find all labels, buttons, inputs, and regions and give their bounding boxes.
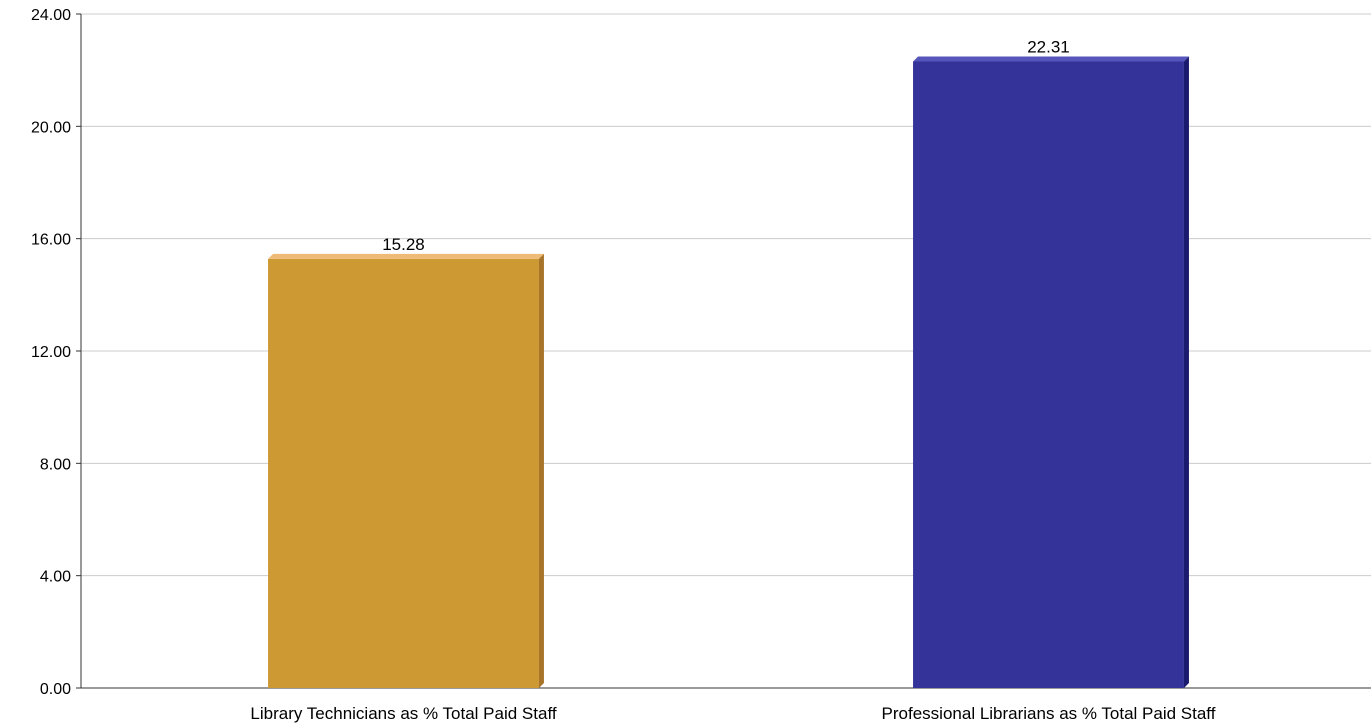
bar-top-face: [913, 56, 1189, 62]
data-label: 22.31: [1027, 37, 1070, 56]
y-tick-label: 24.00: [31, 7, 71, 24]
y-tick-label: 12.00: [31, 344, 71, 361]
category-labels: Library Technicians as % Total Paid Staf…: [250, 704, 1215, 723]
bars: [268, 56, 1189, 689]
bar-top-face: [268, 253, 544, 259]
y-tick-label: 4.00: [40, 569, 71, 586]
y-tick-label: 0.00: [40, 681, 71, 698]
bar: [913, 61, 1184, 689]
data-labels: 15.28 22.31: [382, 37, 1070, 253]
data-label: 15.28: [382, 235, 425, 254]
y-tick-label: 8.00: [40, 456, 71, 473]
bar-side-face: [1183, 56, 1189, 689]
y-tick-label: 16.00: [31, 232, 71, 249]
y-tick-labels: 0.00 4.00 8.00 12.00 16.00 20.00 24.00: [31, 7, 71, 698]
bar: [268, 258, 539, 688]
bar-side-face: [538, 253, 544, 689]
category-label: Library Technicians as % Total Paid Staf…: [250, 704, 556, 723]
y-tick-label: 20.00: [31, 119, 71, 136]
category-label: Professional Librarians as % Total Paid …: [882, 704, 1216, 723]
